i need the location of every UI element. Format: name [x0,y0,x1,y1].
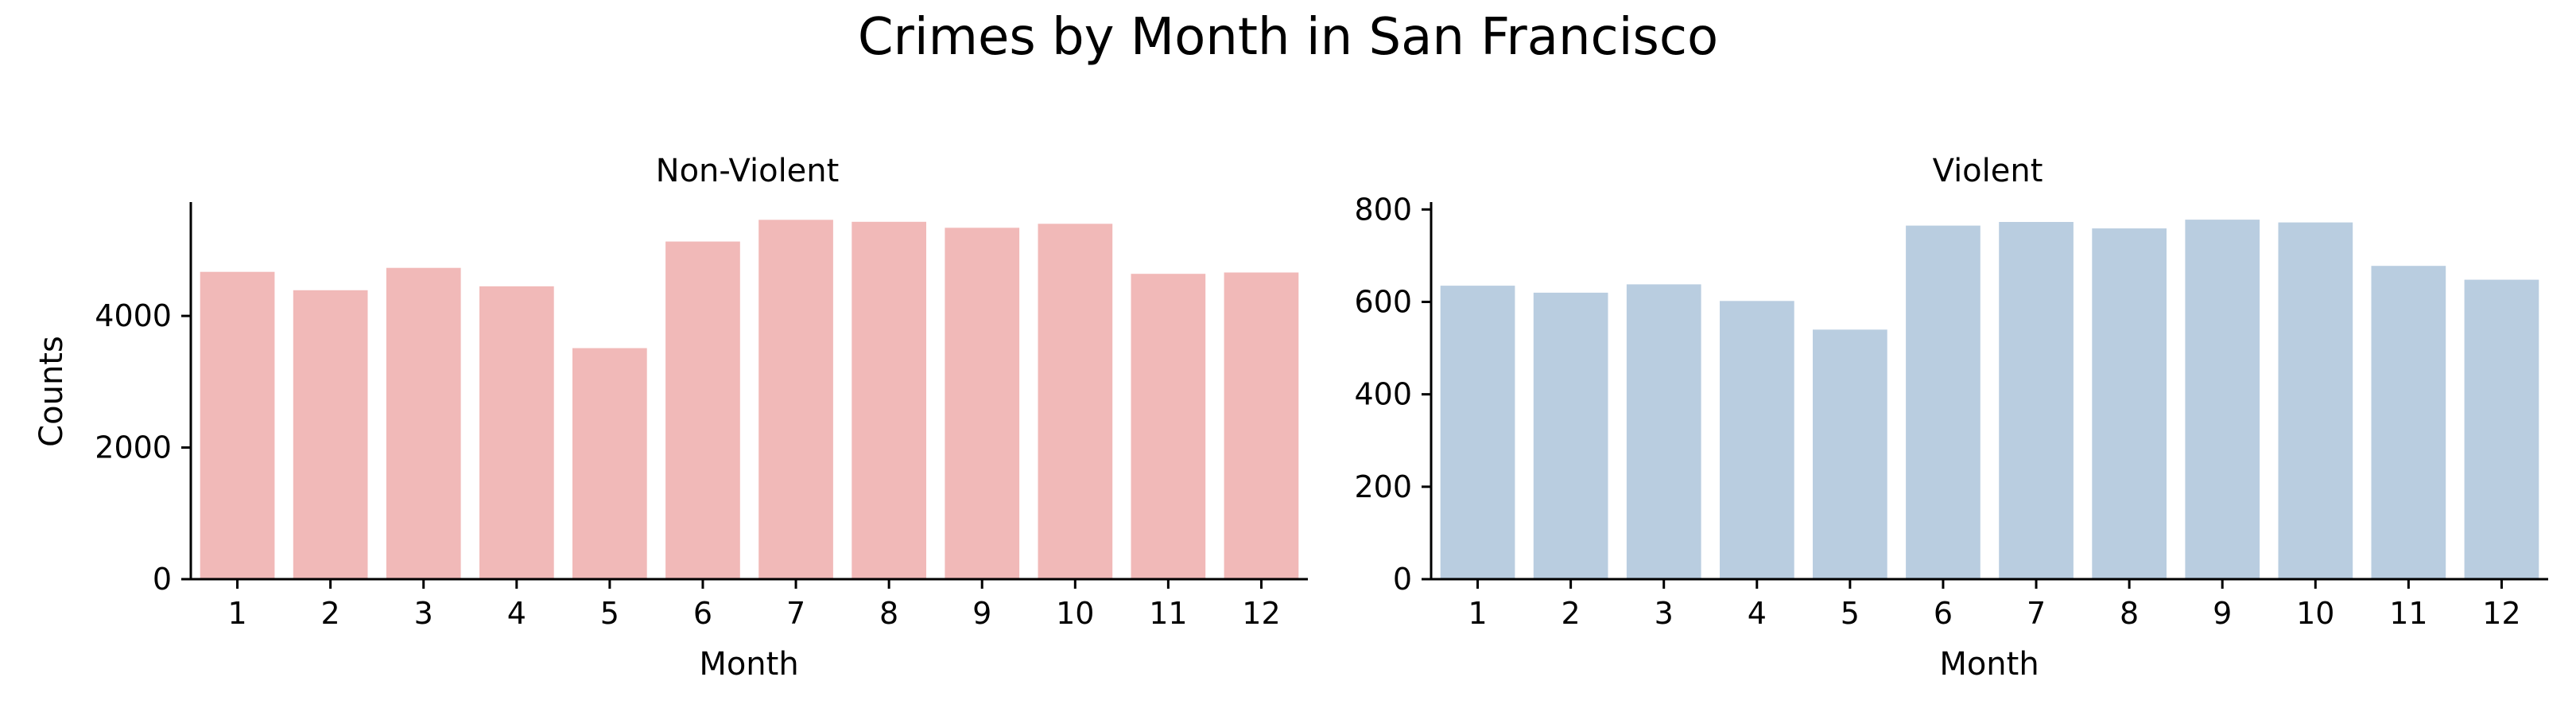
bar-violent-month-11 [2371,266,2446,579]
bar-non-violent-month-4 [479,286,554,579]
y-tick-label-non-violent-0: 0 [153,562,172,597]
bar-non-violent-month-3 [386,267,461,579]
x-axis-label-non-violent: Month [699,646,798,683]
bar-non-violent-month-11 [1131,274,1206,579]
x-ticks-violent: 1 2 3 4 5 6 7 8 9 10 11 12 [1468,579,2521,631]
x-tick-label-non-violent-12: 12 [1242,596,1280,631]
chart-title-violent: Violent [1933,153,2043,189]
bar-violent-month-3 [1626,284,1701,579]
x-axis-label-violent: Month [1939,646,2039,683]
bar-non-violent-month-12 [1224,272,1299,579]
bar-non-violent-month-6 [665,241,740,579]
x-tick-label-violent-7: 7 [2027,596,2046,631]
chart-title-non-violent: Non-Violent [656,153,840,189]
x-ticks-non-violent: 1 2 3 4 5 6 7 8 9 10 11 12 [227,579,1281,631]
x-tick-label-non-violent-3: 3 [414,596,433,631]
x-tick-label-violent-12: 12 [2482,596,2520,631]
bar-violent-month-5 [1813,329,1887,579]
y-tick-label-violent-200: 200 [1354,469,1412,504]
bars-violent [1440,220,2539,579]
x-tick-label-violent-8: 8 [2120,596,2139,631]
y-tick-label-violent-600: 600 [1354,284,1412,319]
x-tick-label-violent-4: 4 [1748,596,1767,631]
x-tick-label-violent-6: 6 [1934,596,1953,631]
bar-violent-month-8 [2092,228,2167,579]
x-tick-label-non-violent-6: 6 [693,596,712,631]
bar-violent-month-9 [2185,220,2260,579]
x-tick-label-violent-11: 11 [2389,596,2427,631]
x-tick-label-non-violent-1: 1 [227,596,246,631]
bar-non-violent-month-5 [572,348,647,579]
bar-violent-month-10 [2278,222,2353,579]
x-tick-label-non-violent-5: 5 [600,596,619,631]
x-tick-label-violent-1: 1 [1468,596,1487,631]
bar-non-violent-month-7 [758,220,833,579]
bar-violent-month-12 [2464,279,2539,579]
x-tick-label-violent-5: 5 [1841,596,1860,631]
x-tick-label-non-violent-9: 9 [972,596,991,631]
bar-violent-month-4 [1720,301,1794,579]
x-tick-label-violent-10: 10 [2296,596,2334,631]
x-tick-label-non-violent-7: 7 [786,596,805,631]
x-tick-label-violent-3: 3 [1655,596,1674,631]
figure-title: Crimes by Month in San Francisco [858,8,1718,67]
y-tick-label-violent-400: 400 [1354,377,1412,412]
x-tick-label-non-violent-2: 2 [321,596,340,631]
bar-non-violent-month-8 [852,221,926,579]
bar-non-violent-month-2 [293,290,368,579]
y-ticks-violent: 0 200 400 600 800 [1354,192,1431,597]
y-tick-label-violent-800: 800 [1354,192,1412,227]
y-axis-label-non-violent: Counts [33,336,70,447]
x-tick-label-violent-9: 9 [2213,596,2232,631]
y-ticks-non-violent: 0 2000 4000 [95,298,191,597]
x-tick-label-non-violent-4: 4 [507,596,526,631]
bar-violent-month-7 [1999,222,2074,579]
bar-non-violent-month-9 [945,228,1020,579]
bar-violent-month-2 [1533,292,1608,579]
x-tick-label-non-violent-10: 10 [1056,596,1094,631]
x-tick-label-violent-2: 2 [1562,596,1581,631]
bar-violent-month-6 [1906,225,1980,579]
x-tick-label-non-violent-8: 8 [879,596,898,631]
bar-non-violent-month-1 [200,271,275,579]
y-tick-label-non-violent-2000: 2000 [95,430,172,465]
bars-non-violent [200,220,1299,579]
y-tick-label-violent-0: 0 [1393,562,1412,597]
y-tick-label-non-violent-4000: 4000 [95,298,172,333]
bar-non-violent-month-10 [1038,224,1113,579]
bar-violent-month-1 [1440,286,1515,579]
x-tick-label-non-violent-11: 11 [1149,596,1187,631]
